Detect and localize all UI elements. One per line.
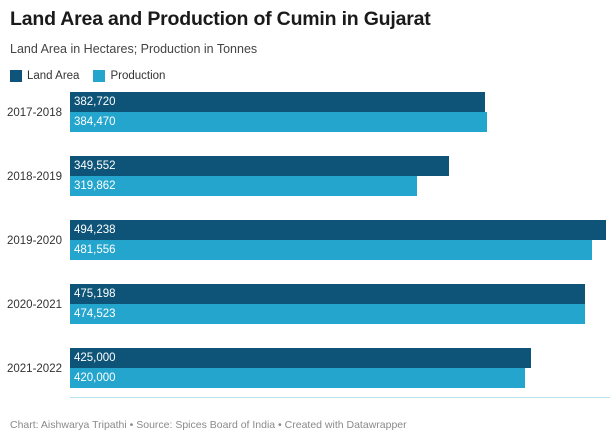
chart-credit: Chart: Aishwarya Tripathi • Source: Spic… (10, 419, 407, 431)
bar-value-label: 349,552 (74, 160, 116, 172)
bar-land-area[interactable]: 494,238 (70, 220, 606, 240)
square-swatch-icon (10, 70, 22, 82)
category-label: 2017-2018 (7, 106, 62, 119)
bar-land-area[interactable]: 475,198 (70, 284, 586, 304)
bar-value-label: 319,862 (74, 180, 116, 192)
bar-production[interactable]: 474,523 (70, 304, 585, 324)
axis-baseline (70, 397, 610, 398)
bar-value-label: 384,470 (74, 116, 116, 128)
bar-group: 2018-2019 349,552 319,862 (0, 156, 616, 197)
bar-land-area[interactable]: 382,720 (70, 92, 486, 112)
legend-item-land-area[interactable]: Land Area (10, 70, 79, 82)
bar-value-label: 382,720 (74, 96, 116, 108)
bar-group: 2017-2018 382,720 384,470 (0, 92, 616, 133)
bar-value-label: 474,523 (74, 308, 116, 320)
legend-item-label: Production (110, 70, 166, 82)
legend-item-production[interactable]: Production (93, 70, 165, 82)
bar-land-area[interactable]: 349,552 (70, 156, 450, 176)
chart-legend: Land Area Production (10, 70, 165, 82)
bar-production[interactable]: 481,556 (70, 240, 593, 260)
category-label: 2019-2020 (7, 234, 62, 247)
bar-group: 2020-2021 475,198 474,523 (0, 284, 616, 325)
bar-group: 2021-2022 425,000 420,000 (0, 348, 616, 389)
bar-value-label: 475,198 (74, 288, 116, 300)
bar-value-label: 481,556 (74, 244, 116, 256)
bar-value-label: 420,000 (74, 372, 116, 384)
chart-subtitle: Land Area in Hectares; Production in Ton… (10, 42, 258, 56)
chart-title: Land Area and Production of Cumin in Guj… (10, 8, 431, 30)
plot-area: 2017-2018 382,720 384,470 2018-2019 349,… (0, 92, 616, 397)
bar-group: 2019-2020 494,238 481,556 (0, 220, 616, 261)
bar-production[interactable]: 319,862 (70, 176, 417, 196)
bar-land-area[interactable]: 425,000 (70, 348, 531, 368)
bar-value-label: 494,238 (74, 224, 116, 236)
bar-production[interactable]: 420,000 (70, 368, 526, 388)
category-label: 2020-2021 (7, 298, 62, 311)
square-swatch-icon (93, 70, 106, 82)
category-label: 2021-2022 (7, 362, 62, 375)
bar-value-label: 425,000 (74, 352, 116, 364)
bar-production[interactable]: 384,470 (70, 112, 487, 132)
legend-item-label: Land Area (27, 70, 80, 82)
category-label: 2018-2019 (7, 170, 62, 183)
